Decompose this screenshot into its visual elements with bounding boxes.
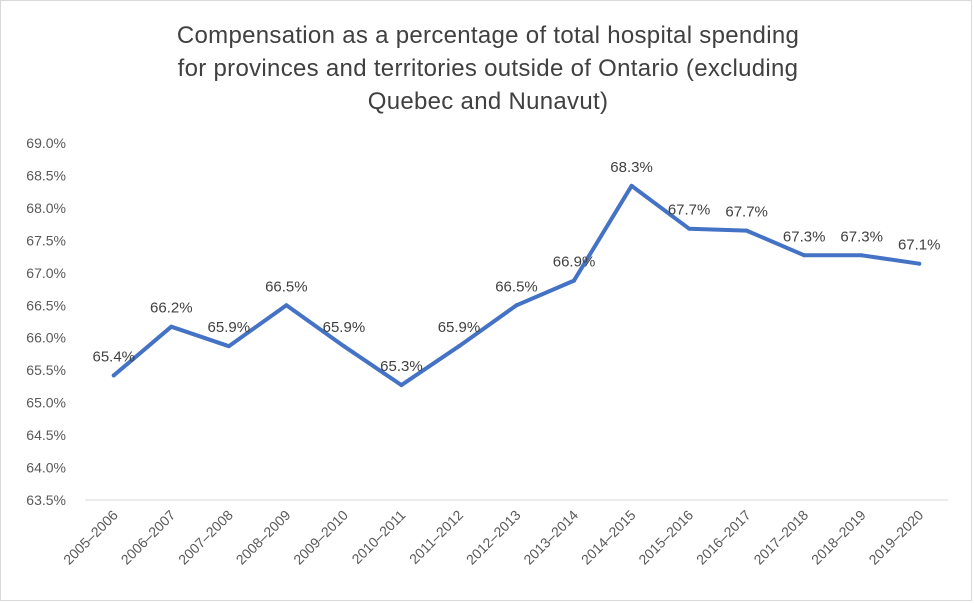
data-label: 66.5% [495,278,538,295]
x-tick-label: 2012–2013 [463,507,524,568]
data-label: 66.2% [150,300,193,317]
data-point [744,228,749,233]
data-point [399,383,404,388]
x-tick-label: 2018–2019 [808,507,869,568]
y-tick-label: 65.0% [26,395,66,411]
y-tick-label: 64.0% [26,460,66,476]
x-tick-label: 2008–2009 [233,507,294,568]
data-label: 68.3% [610,159,653,176]
data-label: 67.3% [783,228,826,245]
data-label: 66.5% [265,278,308,295]
x-tick-label: 2017–2018 [750,507,811,568]
data-label: 66.9% [553,254,596,271]
data-point [629,183,634,188]
x-tick-label: 2019–2020 [865,507,926,568]
chart-title-line-2: for provinces and territories outside of… [177,55,799,82]
chart-title: Compensation as a percentage of total ho… [61,19,915,118]
y-tick-label: 67.5% [26,232,66,248]
x-tick-label: 2010–2011 [348,507,408,567]
data-point [111,373,116,378]
chart-title-line-1: Compensation as a percentage of total ho… [176,22,800,49]
y-tick-label: 65.5% [26,362,66,378]
data-point [687,226,692,231]
data-point [859,253,864,258]
x-tick-label: 2006–2007 [118,507,179,568]
data-point [284,303,289,308]
data-label: 67.1% [898,237,941,254]
data-label: 65.3% [380,358,423,375]
y-tick-label: 64.5% [26,427,66,443]
data-point [514,303,519,308]
y-tick-label: 69.0% [26,135,66,151]
data-point [917,261,922,266]
data-point [341,344,346,349]
data-label: 65.9% [208,319,251,336]
data-label: 67.7% [725,204,768,221]
data-point [456,344,461,349]
data-label: 67.3% [840,228,883,245]
x-tick-label: 2013–2014 [520,507,581,568]
y-tick-label: 68.0% [26,200,66,216]
data-point [802,253,807,258]
y-tick-label: 63.5% [26,492,66,508]
y-tick-label: 68.5% [26,167,66,183]
x-tick-label: 2015–2016 [635,507,696,568]
data-label: 67.7% [668,202,711,219]
x-tick-label: 2007–2008 [175,507,236,568]
data-label: 65.4% [92,348,135,365]
x-tick-label: 2011–2012 [406,507,466,567]
x-tick-label: 2014–2015 [578,507,639,568]
y-tick-label: 67.0% [26,265,66,281]
x-tick-label: 2016–2017 [693,507,754,568]
data-point [226,344,231,349]
chart-title-line-3: Quebec and Nunavut) [367,88,609,115]
y-tick-label: 66.0% [26,330,66,346]
y-tick-label: 66.5% [26,297,66,313]
data-point [572,278,577,283]
data-label: 65.9% [438,319,481,336]
data-label: 65.9% [323,319,366,336]
data-point [169,324,174,329]
x-tick-label: 2009–2010 [290,507,351,568]
x-tick-label: 2005–2006 [60,507,121,568]
